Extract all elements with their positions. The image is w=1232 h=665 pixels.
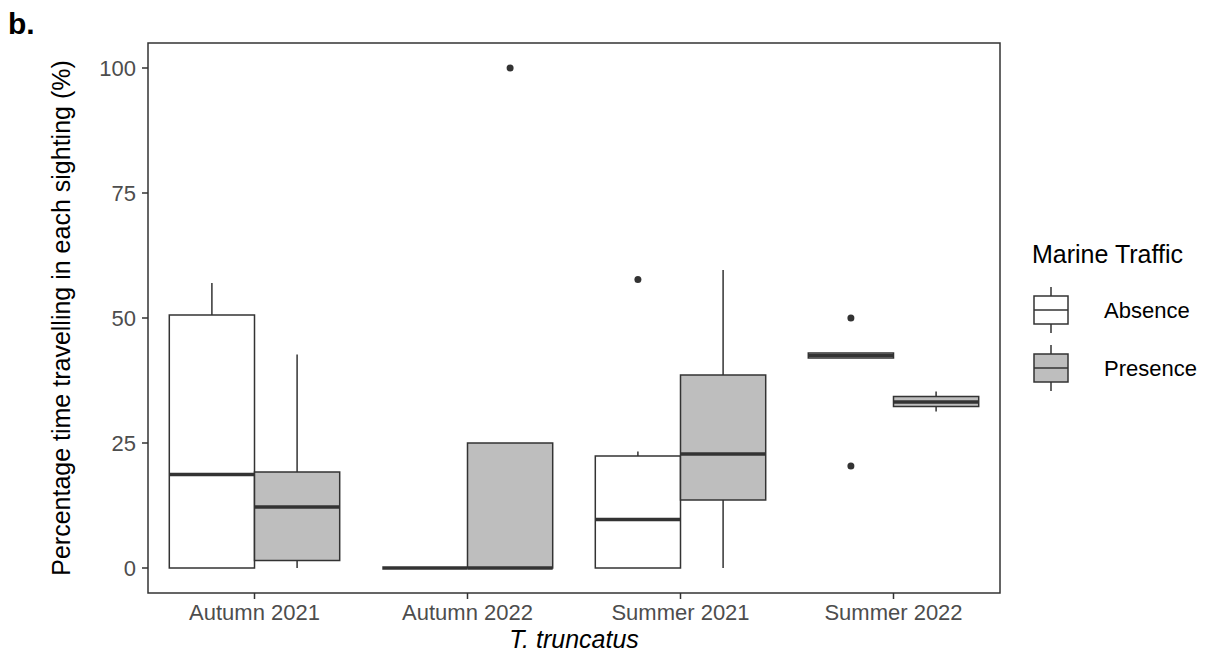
box-group [808,315,893,470]
box [169,315,254,568]
outlier [847,463,854,470]
plot-frame [148,43,1000,593]
legend-label: Absence [1104,298,1190,323]
y-tick [142,317,148,319]
box-group [894,392,979,412]
median [681,452,766,456]
median [894,400,979,404]
marks [169,65,978,569]
legend-label: Presence [1104,356,1197,381]
box [595,456,680,568]
x-axis-title: T. truncatus [509,625,639,653]
median [255,505,340,509]
y-tick [142,67,148,69]
whisker-upper [296,355,298,473]
whisker-lower [296,561,298,569]
box-group [468,65,553,569]
box [681,375,766,500]
legend-title: Marine Traffic [1032,240,1183,268]
outlier [634,276,641,283]
legend-key-box [1034,296,1068,324]
chart: 0 25 50 75 100 Autumn 2021 Autumn 2022 Summer 2… [0,0,1232,665]
legend-key [1034,287,1068,333]
x-tick [893,593,895,599]
legend-key-median [1034,309,1068,311]
y-tick [142,567,148,569]
median [595,518,680,522]
median [808,354,893,358]
x-tick-label: Summer 2021 [611,600,749,625]
y-tick-label: 25 [112,431,136,456]
background [0,0,1232,665]
median [468,566,553,570]
x-tick-label: Autumn 2021 [189,600,320,625]
y-tick-label: 75 [112,181,136,206]
box [894,397,979,407]
outlier [847,315,854,322]
y-tick-label: 0 [124,556,136,581]
whisker-upper [211,283,213,315]
box [468,443,553,568]
y-tick [142,442,148,444]
y-tick [142,192,148,194]
whisker-upper [722,270,724,375]
y-axis-title: Percentage time travelling in each sight… [47,60,75,576]
box [255,472,340,561]
y-tick-label: 100 [99,56,136,81]
x-tick [680,593,682,599]
box-group [681,270,766,568]
box-group [255,355,340,569]
y-tick-label: 50 [112,306,136,331]
median [169,473,254,477]
x-tick [467,593,469,599]
legend-key-median [1034,367,1068,369]
legend-key [1034,345,1068,391]
panel-label: b. [8,7,35,40]
box-group [382,568,467,569]
box [808,353,893,358]
median [382,566,467,570]
box-group [595,276,680,568]
outlier [507,65,514,72]
legend-key-box [1034,354,1068,382]
x-tick-label: Autumn 2022 [402,600,533,625]
box [382,567,467,569]
x-tick-label: Summer 2022 [824,600,962,625]
box-group [169,283,254,568]
x-tick [254,593,256,599]
whisker-lower [722,500,724,568]
